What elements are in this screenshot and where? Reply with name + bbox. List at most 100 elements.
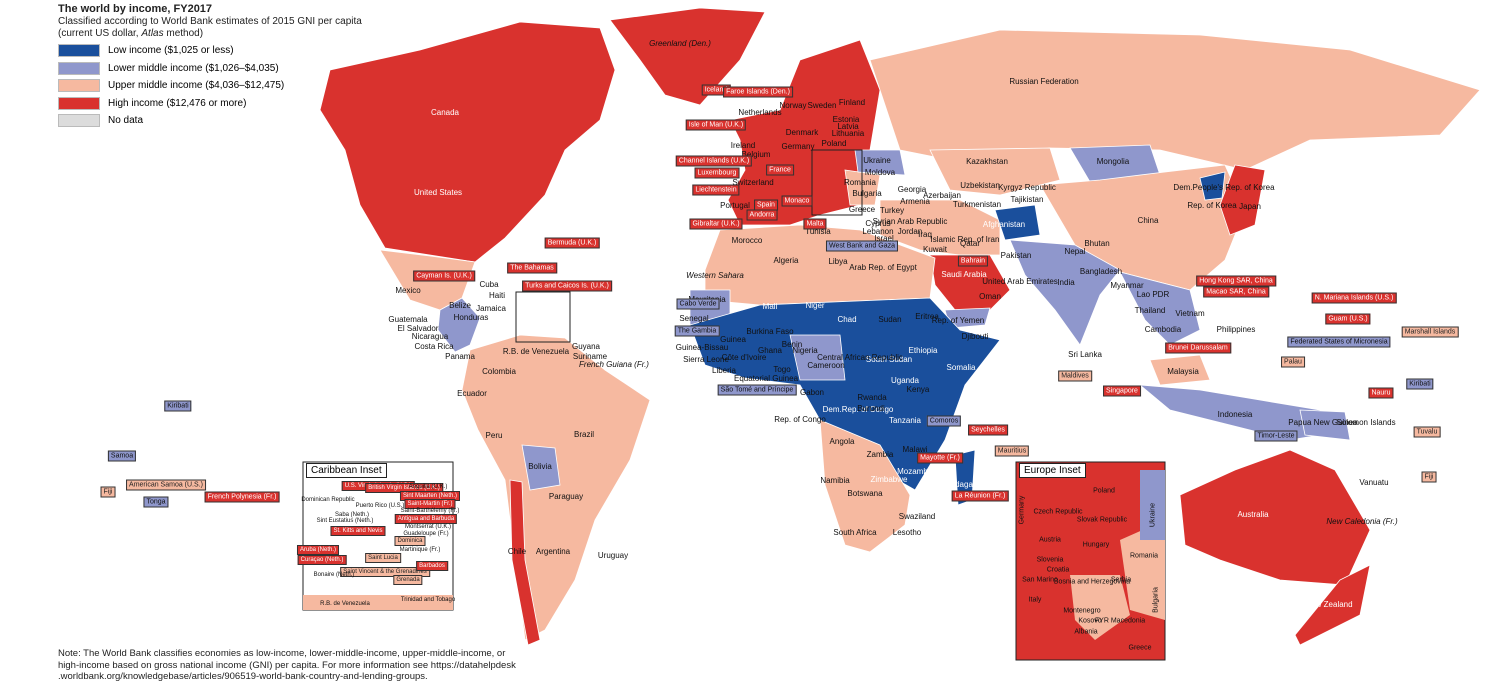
- country-label: Burkina Faso: [746, 327, 794, 336]
- callout-label: Gibraltar (U.K.): [689, 218, 743, 230]
- country-label: United Arab Emirates: [982, 277, 1058, 286]
- south-america: [461, 334, 651, 641]
- country-label: Ethiopia: [908, 346, 938, 355]
- country-label: Zambia: [866, 450, 894, 459]
- country-label: Namibia: [820, 476, 850, 485]
- callout-label: Maldives: [1058, 370, 1092, 382]
- country-label: Georgia: [897, 185, 927, 194]
- country-label: Papua New Guinea: [1288, 418, 1358, 427]
- country-label: Philippines: [1216, 325, 1256, 334]
- country-label: Libya: [828, 257, 848, 266]
- country-label: Chad: [837, 315, 857, 324]
- country-label: French Guiana (Fr.): [579, 360, 649, 369]
- country-label: Swaziland: [898, 512, 936, 521]
- country-label: Ireland: [730, 141, 756, 150]
- southern-africa: [819, 419, 911, 553]
- country-label: Cyprus: [865, 219, 891, 228]
- callout-label: Liechtenstein: [692, 184, 740, 196]
- malaysia: [1149, 354, 1211, 386]
- country-label: Vanuatu: [1359, 478, 1389, 487]
- inset-title: Europe Inset: [1019, 463, 1086, 478]
- country-label: Mongolia: [1096, 157, 1130, 166]
- callout-label: Singapore: [1103, 385, 1141, 397]
- country-label: Estonia: [832, 115, 860, 124]
- country-label: Dem.People's Rep. of Korea: [1173, 183, 1275, 192]
- callout-label: Kiribati: [164, 400, 192, 412]
- legend-swatch: [58, 79, 100, 92]
- caribbean-locator: [515, 291, 571, 343]
- inset-label: Romania: [1129, 552, 1159, 560]
- country-label: Chile: [507, 547, 527, 556]
- inset-label: R.B. de Venezuela: [320, 601, 370, 607]
- central-africa: [689, 297, 1001, 491]
- nigeria-cameroon: [789, 334, 846, 381]
- callout-label: Fiji: [1421, 471, 1437, 483]
- subtitle-line2: (current US dollar, Atlas method): [58, 28, 203, 39]
- ukraine: [854, 149, 906, 176]
- country-label: Uzbekistan: [960, 181, 1000, 190]
- country-label: Bhutan: [1084, 239, 1110, 248]
- country-label: Belgium: [741, 150, 771, 159]
- callout-label: Bahrain: [957, 255, 989, 267]
- country-label: Sweden: [807, 101, 837, 110]
- country-label: Somalia: [946, 363, 976, 372]
- inset-label: Slovenia: [1036, 556, 1064, 564]
- country-label: Panama: [445, 352, 475, 361]
- greenland: [609, 7, 766, 106]
- papua: [1299, 409, 1351, 441]
- afghanistan: [994, 204, 1041, 241]
- europe: [727, 39, 881, 226]
- country-label: Japan: [1239, 202, 1261, 211]
- country-label: Ukraine: [863, 156, 891, 165]
- note-line: .worldbank.org/knowledgebase/articles/90…: [58, 671, 428, 682]
- country-label: Latvia: [837, 122, 859, 131]
- inset-label: Antigua and Barbuda: [394, 514, 458, 524]
- inset-label: Saint Lucia: [365, 553, 401, 563]
- country-label: Rwanda: [857, 393, 887, 402]
- subtitle-part: method): [166, 28, 204, 39]
- country-label: Jamaica: [476, 304, 506, 313]
- inset-label: FYR Macedonia: [1094, 617, 1146, 625]
- callout-label: Fiji: [100, 486, 116, 498]
- callout-label: Samoa: [107, 450, 137, 462]
- inset-label: St. Kitts and Nevis: [330, 526, 386, 536]
- country-label: Côte d'Ivoire: [721, 353, 767, 362]
- country-label: Mozambique: [897, 467, 943, 476]
- country-label: Turkmenistan: [952, 200, 1002, 209]
- country-label: Cambodia: [1144, 325, 1182, 334]
- callout-label: France: [766, 164, 794, 176]
- country-label: Honduras: [453, 313, 489, 322]
- callout-label: São Tomé and Príncipe: [717, 384, 797, 396]
- inset-label: Sint Eustatius (Neth.): [316, 518, 374, 524]
- country-label: Djibouti: [961, 332, 989, 341]
- callout-label: Cabo Verde: [676, 298, 720, 310]
- country-label: Benin: [781, 340, 803, 349]
- country-label: Netherlands: [738, 108, 782, 117]
- callout-label: Macao SAR, China: [1203, 286, 1269, 298]
- southeast-asia: [1119, 271, 1201, 346]
- country-label: Mali: [762, 302, 778, 311]
- callout-label: Isle of Man (U.K.): [685, 119, 747, 131]
- dprk: [1199, 171, 1226, 201]
- indonesia: [1138, 384, 1352, 441]
- country-label: Rep. of Congo: [774, 415, 826, 424]
- inset-label: Curaçao (Neth.): [297, 555, 347, 565]
- callout-label: West Bank and Gaza: [825, 240, 899, 252]
- country-label: Senegal: [679, 314, 709, 323]
- saudi: [929, 254, 1011, 311]
- title: The world by income, FY2017: [58, 3, 213, 15]
- callout-label: The Gambia: [674, 325, 720, 337]
- inset-label: Saint-Martin (Fr.): [404, 499, 456, 509]
- country-label: United States: [413, 188, 463, 197]
- country-label: Saudi Arabia: [941, 270, 987, 279]
- inset-label: Grenada: [393, 575, 423, 585]
- country-label: Belize: [449, 301, 471, 310]
- callout-label: Marshall Islands: [1401, 326, 1459, 338]
- country-label: El Salvador: [397, 324, 439, 333]
- callout-label: Mauritius: [994, 445, 1030, 457]
- inset-label: Slovak Republic: [1076, 516, 1128, 524]
- country-label: Gabon: [799, 388, 825, 397]
- callout-label: Andorra: [746, 209, 778, 221]
- inset-label: Saint-Barthélemy (Fr.): [400, 508, 460, 514]
- inset-label: Saint Vincent & the Grenadines: [340, 567, 430, 577]
